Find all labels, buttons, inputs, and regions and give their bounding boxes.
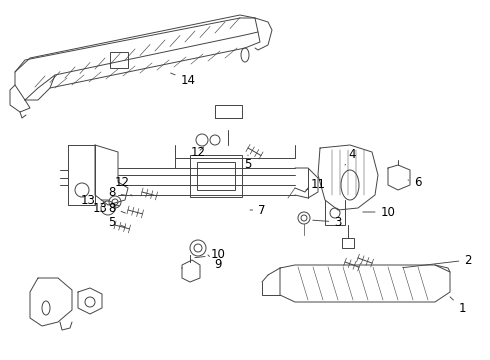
Text: 5: 5 — [108, 216, 125, 229]
Bar — [215, 105, 242, 118]
Text: 2: 2 — [403, 253, 472, 268]
Text: 7: 7 — [250, 203, 266, 216]
Text: 6: 6 — [408, 175, 422, 189]
Text: 10: 10 — [195, 248, 225, 261]
Text: 9: 9 — [208, 255, 222, 271]
Text: 11: 11 — [306, 179, 325, 192]
Text: 1: 1 — [450, 297, 466, 315]
Bar — [197, 162, 235, 190]
Text: 4: 4 — [345, 148, 356, 165]
Text: 8: 8 — [108, 202, 125, 215]
Text: 3: 3 — [313, 216, 342, 229]
Text: 13: 13 — [80, 194, 109, 207]
Bar — [110, 52, 128, 68]
Text: 12: 12 — [191, 145, 205, 158]
Text: 14: 14 — [171, 73, 196, 86]
Text: 12: 12 — [115, 176, 132, 196]
Text: 13: 13 — [93, 202, 119, 215]
Text: 8: 8 — [108, 186, 127, 199]
Text: 10: 10 — [363, 206, 395, 219]
Bar — [190, 155, 242, 197]
Text: 5: 5 — [245, 155, 252, 171]
